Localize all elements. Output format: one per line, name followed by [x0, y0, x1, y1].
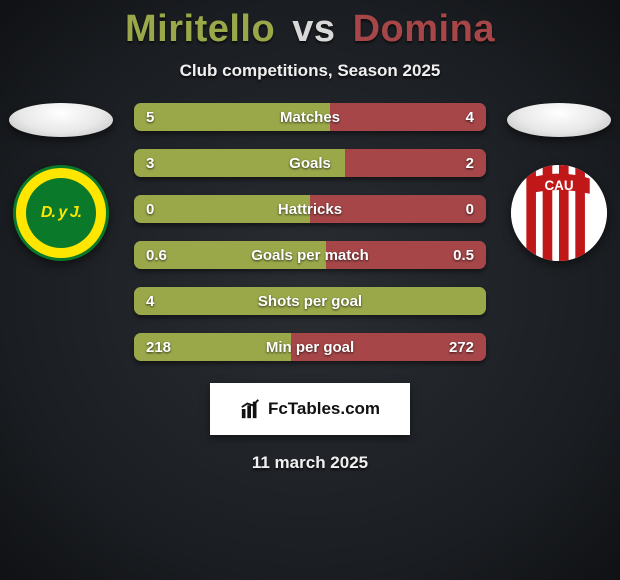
team1-crest-text: D. y J. — [26, 178, 96, 248]
comparison-area: D. y J. 54Matches32Goals00Hattricks0.60.… — [0, 103, 620, 361]
stat-value-left: 0.6 — [146, 241, 167, 269]
stat-bar: 4Shots per goal — [134, 287, 486, 315]
stat-value-left: 4 — [146, 287, 154, 315]
vs-text: vs — [292, 8, 335, 50]
team2-badge-text: CAU — [544, 178, 573, 193]
bar-segment-left — [134, 287, 486, 315]
stat-value-right: 2 — [466, 149, 474, 177]
stat-value-left: 218 — [146, 333, 171, 361]
stat-value-left: 0 — [146, 195, 154, 223]
stat-bars: 54Matches32Goals00Hattricks0.60.5Goals p… — [134, 103, 486, 361]
player1-name: Miritello — [125, 8, 275, 50]
player2-name: Domina — [353, 8, 495, 50]
bar-segment-right — [310, 195, 486, 223]
subtitle: Club competitions, Season 2025 — [0, 61, 620, 81]
stat-value-right: 0 — [466, 195, 474, 223]
team2-crest: CAU — [511, 165, 607, 261]
bar-segment-left — [134, 195, 310, 223]
player2-silhouette — [507, 103, 611, 137]
watermark-text: FcTables.com — [268, 399, 380, 419]
stat-value-left: 5 — [146, 103, 154, 131]
stat-bar: 218272Min per goal — [134, 333, 486, 361]
team1-crest: D. y J. — [13, 165, 109, 261]
right-column: CAU — [504, 103, 614, 261]
stat-bar: 32Goals — [134, 149, 486, 177]
stat-bar: 0.60.5Goals per match — [134, 241, 486, 269]
left-column: D. y J. — [6, 103, 116, 261]
stat-bar: 00Hattricks — [134, 195, 486, 223]
watermark-badge: FcTables.com — [210, 383, 410, 435]
stat-value-right: 272 — [449, 333, 474, 361]
stat-value-right: 4 — [466, 103, 474, 131]
stat-value-right: 0.5 — [453, 241, 474, 269]
infographic-root: Miritello vs Domina Club competitions, S… — [0, 0, 620, 473]
bar-segment-left — [134, 149, 345, 177]
bar-segment-right — [330, 103, 486, 131]
team2-crest-svg: CAU — [511, 165, 607, 261]
stat-bar: 54Matches — [134, 103, 486, 131]
chart-icon — [240, 398, 262, 420]
bar-segment-left — [134, 103, 330, 131]
stat-value-left: 3 — [146, 149, 154, 177]
date-text: 11 march 2025 — [0, 453, 620, 473]
title-row: Miritello vs Domina — [0, 8, 620, 51]
player1-silhouette — [9, 103, 113, 137]
